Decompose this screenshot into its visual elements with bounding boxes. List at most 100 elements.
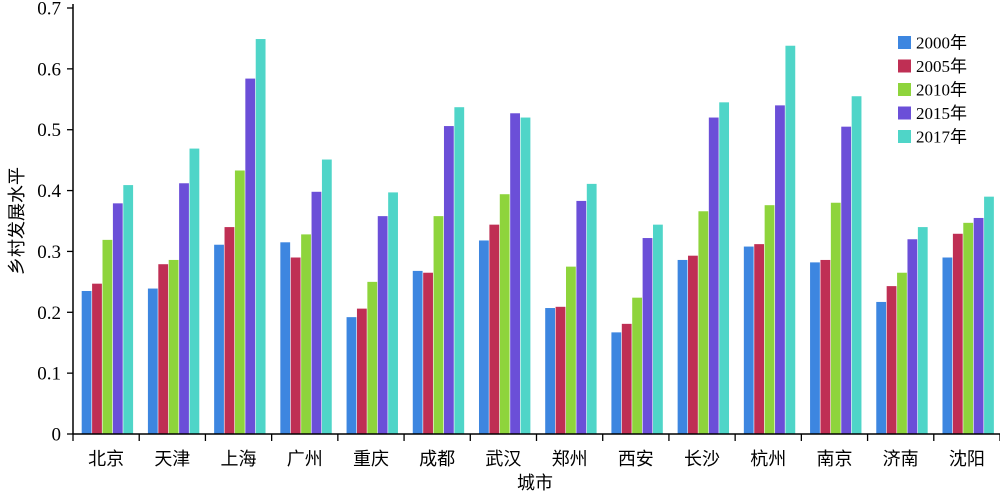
bar-2-1	[92, 283, 102, 434]
bar-4-4	[311, 191, 322, 434]
bar-3-6	[433, 216, 444, 434]
legend-label-5: 2017年	[916, 128, 967, 147]
bar-5-8	[586, 183, 597, 434]
bar-5-13	[917, 227, 928, 434]
legend-swatch-1	[898, 36, 911, 49]
bar-1-7	[478, 240, 489, 434]
bar-4-9	[642, 238, 653, 434]
bar-5-9	[653, 224, 663, 434]
x-tick-label: 广州	[287, 449, 323, 470]
legend-swatch-2	[898, 59, 911, 73]
bar-4-2	[179, 183, 189, 434]
bar-5-5	[388, 192, 398, 434]
bar-2-2	[158, 264, 169, 434]
bar-4-5	[377, 216, 388, 434]
bar-3-11	[764, 205, 775, 434]
legend-swatch-4	[898, 106, 911, 120]
y-axis-label: 乡村发展水平	[7, 167, 28, 275]
bar-2-3	[224, 227, 235, 434]
bar-3-9	[632, 297, 643, 434]
bar-2-5	[356, 308, 367, 434]
x-tick-label: 郑州	[552, 449, 588, 470]
bar-5-3	[255, 39, 266, 434]
x-axis-label: 城市	[517, 473, 553, 493]
bar-2-4	[290, 257, 301, 434]
bar-5-7	[520, 117, 531, 434]
bar-5-10	[719, 102, 730, 434]
bar-1-14	[942, 257, 953, 434]
legend-label-3: 2010年	[916, 81, 967, 100]
y-tick-label: 0.5	[37, 120, 61, 141]
bar-1-8	[545, 308, 555, 434]
bar-1-11	[743, 246, 754, 434]
bar-4-14	[973, 217, 984, 434]
bar-1-6	[412, 270, 423, 434]
y-tick-label: 0.1	[37, 364, 61, 385]
bar-5-11	[785, 45, 796, 434]
x-tick-label: 重庆	[353, 449, 389, 470]
legend-label-2: 2005年	[916, 57, 967, 76]
bar-2-13	[886, 286, 897, 434]
bar-4-3	[245, 78, 256, 434]
x-tick-label: 北京	[88, 449, 124, 470]
y-tick-label: 0.3	[37, 242, 61, 263]
bar-1-12	[810, 262, 820, 434]
bar-3-14	[963, 222, 974, 434]
x-tick-label: 武汉	[485, 449, 521, 470]
legend-label-4: 2015年	[916, 104, 967, 123]
x-tick-label: 沈阳	[949, 449, 985, 470]
bar-2-9	[621, 323, 632, 434]
x-tick-label: 杭州	[750, 449, 786, 470]
y-tick-label: 0.7	[37, 0, 61, 20]
bar-2-6	[423, 272, 433, 434]
bar-3-1	[102, 239, 113, 434]
bar-1-2	[147, 288, 158, 434]
bar-3-7	[499, 194, 510, 434]
x-tick-label: 上海	[221, 449, 257, 470]
bar-1-9	[611, 332, 622, 434]
bar-1-4	[280, 242, 291, 434]
bar-1-5	[346, 317, 357, 434]
bar-5-6	[454, 107, 465, 434]
bar-2-7	[489, 224, 500, 434]
bar-4-10	[708, 117, 719, 434]
legend-swatch-5	[898, 130, 911, 143]
bar-4-6	[443, 126, 454, 434]
x-tick-label: 成都	[419, 449, 455, 470]
y-tick-label: 0	[52, 425, 62, 446]
bar-1-13	[876, 301, 887, 434]
bar-4-11	[775, 105, 785, 435]
axes-layer: 0 0.1 0.2 0.3 0.4 0.5 0.6 0.7 北京 天津 上海 广州 重庆 成都 武汉 郑州 西安…	[37, 0, 1000, 470]
bar-5-1	[123, 185, 134, 434]
bars-layer	[81, 39, 994, 435]
bar-5-14	[984, 196, 994, 434]
y-tick-label: 0.6	[37, 59, 61, 80]
legend-swatch-3	[898, 83, 911, 96]
bar-5-4	[321, 159, 332, 434]
bar-3-13	[897, 272, 907, 434]
bar-5-2	[189, 148, 200, 434]
legend-label-1: 2000年	[916, 34, 967, 53]
x-tick-label: 西安	[618, 449, 654, 470]
bar-2-8	[555, 306, 566, 434]
bar-4-13	[907, 239, 918, 434]
bar-2-12	[820, 259, 831, 434]
bar-1-10	[677, 259, 688, 434]
bar-2-10	[688, 255, 698, 434]
bar-3-4	[301, 234, 311, 434]
bar-2-14	[952, 233, 963, 434]
y-tick-label: 0.4	[37, 181, 61, 202]
x-tick-label: 济南	[883, 449, 919, 470]
bar-2-11	[754, 244, 765, 434]
bar-5-12	[851, 96, 862, 435]
bar-3-5	[367, 281, 378, 434]
bar-1-1	[81, 290, 92, 434]
legend: 2000年 2005年 2010年 2015年 2017年	[898, 34, 967, 147]
bar-1-3	[214, 244, 224, 434]
bar-3-12	[830, 202, 841, 434]
bar-4-1	[112, 203, 123, 434]
bar-3-3	[234, 170, 245, 435]
bar-3-2	[168, 259, 179, 434]
bar-3-8	[566, 266, 576, 434]
